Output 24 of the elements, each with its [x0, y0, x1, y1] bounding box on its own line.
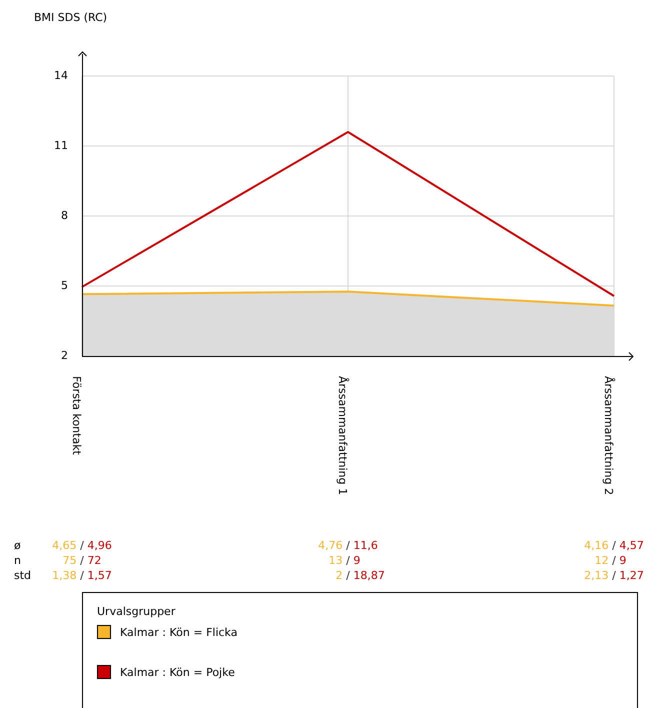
legend-label: Kalmar : Kön = Flicka — [120, 626, 238, 638]
y-axis-title: BMI SDS (RC) — [34, 10, 108, 24]
text: 12 / 9 — [594, 554, 626, 567]
text: ø — [14, 538, 21, 552]
legend-title: Urvalsgrupper — [97, 605, 176, 618]
text: 4,76 / 11,6 — [318, 538, 378, 552]
x-tick-label: Första kontakt — [70, 376, 84, 456]
y-tick-label: 11 — [54, 138, 68, 152]
text: 75 / 72 — [62, 554, 102, 567]
x-tick-label: Årssammanfattning 2 — [602, 376, 616, 496]
y-tick-label: 5 — [61, 278, 68, 292]
y-tick-label: 2 — [61, 348, 68, 362]
text: 2,13 / 1,27 — [584, 568, 644, 582]
text: 2 / 18,87 — [336, 568, 385, 582]
x-tick-label: Årssammanfattning 1 — [336, 376, 350, 496]
text: std — [14, 568, 32, 582]
text: 4,16 / 4,57 — [584, 538, 644, 552]
text: 1,38 / 1,57 — [52, 568, 112, 582]
legend-label: Kalmar : Kön = Pojke — [120, 666, 235, 678]
y-tick-label: 14 — [54, 68, 68, 82]
y-tick-label: 8 — [61, 208, 68, 222]
text: 4,65 / 4,96 — [52, 538, 112, 552]
text: n — [14, 554, 21, 567]
text: 13 / 9 — [328, 554, 360, 567]
